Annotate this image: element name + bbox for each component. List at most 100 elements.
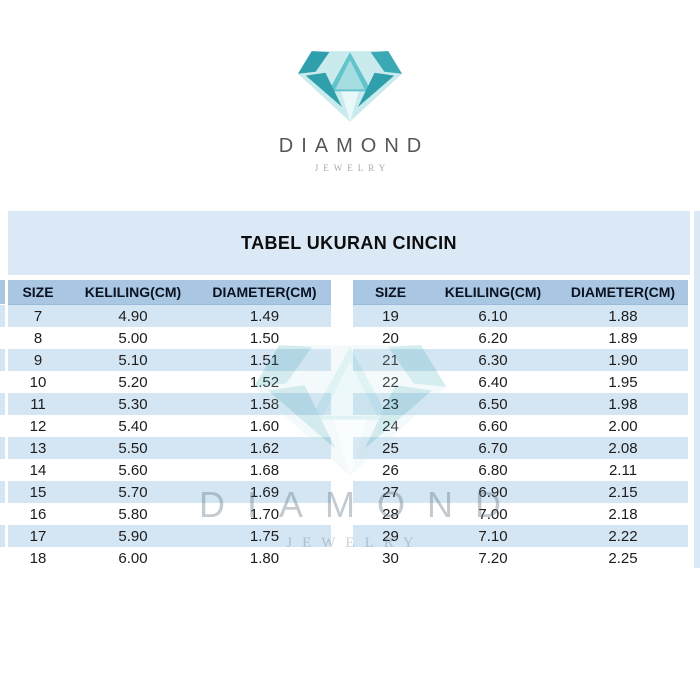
table-body: 19 6.10 1.88 20 6.20 1.89 21 6.30 1.90 22 6.40 1.95… bbox=[353, 304, 688, 570]
brand-tagline: JEWELRY bbox=[314, 163, 391, 173]
column-header-keliling: KELILING(CM) bbox=[428, 280, 558, 305]
size-cell: 12 bbox=[29, 417, 47, 435]
table-row: 25 6.70 2.08 bbox=[353, 437, 688, 459]
diameter-cell: 2.22 bbox=[558, 525, 688, 547]
table-row: 20 6.20 1.89 bbox=[353, 327, 688, 349]
keliling-cell: 5.40 bbox=[118, 417, 148, 435]
keliling-cell: 7.10 bbox=[428, 525, 558, 547]
diameter-cell: 1.98 bbox=[558, 393, 688, 415]
diameter-cell: 1.51 bbox=[198, 349, 331, 371]
keliling-cell: 6.10 bbox=[428, 304, 558, 327]
size-cell: 27 bbox=[353, 481, 428, 503]
keliling-cell: 5.50 bbox=[68, 437, 198, 459]
keliling-cell: 5.60 bbox=[118, 461, 148, 479]
table-row: 16 5.80 1.70 bbox=[8, 503, 331, 525]
column-header-diameter: DIAMETER(CM) bbox=[198, 280, 331, 305]
header-row: SIZE KELILING(CM) DIAMETER(CM) bbox=[353, 280, 688, 305]
table-row: 27 6.90 2.15 bbox=[353, 481, 688, 503]
size-cell: 15 bbox=[8, 481, 68, 503]
diameter-cell: 1.89 bbox=[608, 329, 638, 347]
left-edge-table-sliver-header bbox=[0, 280, 5, 304]
diameter-cell: 1.70 bbox=[249, 505, 280, 523]
table-row: 9 5.10 1.51 bbox=[8, 349, 331, 371]
size-cell: 18 bbox=[29, 549, 47, 567]
diameter-cell: 2.00 bbox=[608, 417, 638, 435]
diameter-cell: 2.08 bbox=[558, 437, 688, 459]
size-cell: 7 bbox=[8, 304, 68, 327]
ring-size-table-right: SIZE KELILING(CM) DIAMETER(CM) 19 6.10 1.8… bbox=[353, 280, 688, 569]
diameter-cell: 1.75 bbox=[198, 525, 331, 547]
keliling-cell: 6.70 bbox=[428, 437, 558, 459]
diameter-cell: 1.52 bbox=[249, 373, 280, 391]
keliling-cell: 5.70 bbox=[68, 481, 198, 503]
table-title-panel: TABEL UKURAN CINCIN bbox=[8, 211, 690, 275]
size-cell: 30 bbox=[382, 549, 399, 567]
table-row: 14 5.60 1.68 bbox=[8, 459, 331, 481]
table-body: 7 4.90 1.49 8 5.00 1.50 9 5.10 1.51 10 5.20 1.52 11 5… bbox=[8, 304, 331, 570]
brand-name: DIAMOND bbox=[278, 135, 430, 157]
diameter-cell: 1.49 bbox=[198, 304, 331, 327]
keliling-cell: 6.30 bbox=[428, 349, 558, 371]
keliling-cell: 6.40 bbox=[478, 373, 508, 391]
size-cell: 20 bbox=[382, 329, 399, 347]
size-cell: 17 bbox=[8, 525, 68, 547]
table-row: 24 6.60 2.00 bbox=[353, 415, 688, 437]
size-cell: 16 bbox=[29, 505, 47, 523]
table-row: 12 5.40 1.60 bbox=[8, 415, 331, 437]
table-row: 29 7.10 2.22 bbox=[353, 525, 688, 547]
brand-logo: DIAMOND JEWELRY bbox=[0, 46, 700, 173]
table-row: 7 4.90 1.49 bbox=[8, 304, 331, 327]
diameter-cell: 1.88 bbox=[558, 304, 688, 327]
table-header: SIZE KELILING(CM) DIAMETER(CM) bbox=[8, 280, 331, 305]
table-title: TABEL UKURAN CINCIN bbox=[241, 232, 457, 253]
diameter-cell: 1.90 bbox=[558, 349, 688, 371]
table-row: 17 5.90 1.75 bbox=[8, 525, 331, 547]
diameter-cell: 1.62 bbox=[198, 437, 331, 459]
keliling-cell: 5.90 bbox=[68, 525, 198, 547]
table-header: SIZE KELILING(CM) DIAMETER(CM) bbox=[353, 280, 688, 305]
keliling-cell: 4.90 bbox=[68, 304, 198, 327]
column-header-keliling: KELILING(CM) bbox=[68, 280, 198, 305]
diameter-cell: 1.80 bbox=[249, 549, 280, 567]
size-cell: 23 bbox=[353, 393, 428, 415]
table-row: 28 7.00 2.18 bbox=[353, 503, 688, 525]
table-row: 30 7.20 2.25 bbox=[353, 547, 688, 569]
diameter-cell: 1.50 bbox=[249, 329, 280, 347]
size-cell: 28 bbox=[382, 505, 399, 523]
size-cell: 22 bbox=[382, 373, 399, 391]
keliling-cell: 5.80 bbox=[118, 505, 148, 523]
table-row: 22 6.40 1.95 bbox=[353, 371, 688, 393]
column-header-size: SIZE bbox=[8, 280, 68, 305]
size-cell: 24 bbox=[382, 417, 399, 435]
keliling-cell: 5.10 bbox=[68, 349, 198, 371]
table-row: 21 6.30 1.90 bbox=[353, 349, 688, 371]
column-header-diameter: DIAMETER(CM) bbox=[558, 280, 688, 305]
size-cell: 29 bbox=[353, 525, 428, 547]
size-cell: 21 bbox=[353, 349, 428, 371]
keliling-cell: 6.80 bbox=[478, 461, 508, 479]
size-cell: 26 bbox=[382, 461, 399, 479]
keliling-cell: 7.00 bbox=[478, 505, 508, 523]
left-edge-table-sliver-rows bbox=[0, 305, 5, 568]
diamond-icon bbox=[297, 51, 403, 122]
table-row: 19 6.10 1.88 bbox=[353, 304, 688, 327]
size-cell: 9 bbox=[8, 349, 68, 371]
table-row: 23 6.50 1.98 bbox=[353, 393, 688, 415]
keliling-cell: 6.00 bbox=[118, 549, 148, 567]
size-cell: 8 bbox=[33, 329, 43, 347]
table-row: 18 6.00 1.80 bbox=[8, 547, 331, 569]
column-header-size: SIZE bbox=[353, 280, 428, 305]
keliling-cell: 5.30 bbox=[68, 393, 198, 415]
keliling-cell: 5.20 bbox=[118, 373, 148, 391]
table-row: 11 5.30 1.58 bbox=[8, 393, 331, 415]
keliling-cell: 6.50 bbox=[428, 393, 558, 415]
diameter-cell: 1.95 bbox=[608, 373, 638, 391]
keliling-cell: 6.20 bbox=[478, 329, 508, 347]
size-cell: 19 bbox=[353, 304, 428, 327]
table-row: 15 5.70 1.69 bbox=[8, 481, 331, 503]
right-edge-panel-sliver bbox=[694, 211, 700, 568]
size-cell: 14 bbox=[29, 461, 47, 479]
header-row: SIZE KELILING(CM) DIAMETER(CM) bbox=[8, 280, 331, 305]
diameter-cell: 1.58 bbox=[198, 393, 331, 415]
size-cell: 10 bbox=[29, 373, 47, 391]
